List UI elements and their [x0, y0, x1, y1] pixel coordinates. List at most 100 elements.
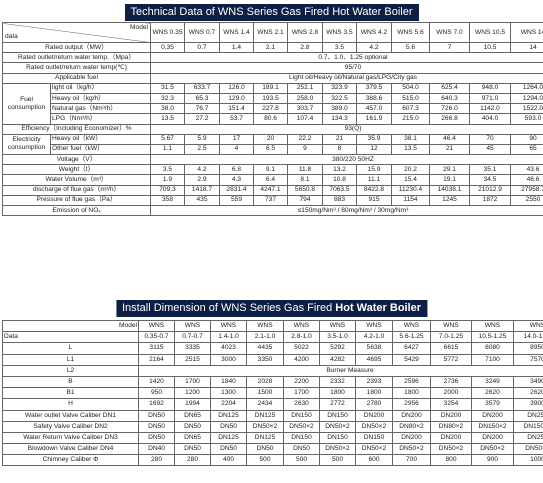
value-cell: 559 [219, 194, 254, 207]
model-header: WNS [430, 319, 472, 333]
value-cell: 32.3 [150, 92, 185, 105]
value-cell: 227.8 [253, 103, 288, 115]
data-row: L1 2164 2515 3000 3350 4200 4282 4695 5429 5772 71… [2, 353, 543, 366]
value-cell: 607.3 [391, 103, 430, 115]
row-label: Heavy oil（kg/h） [50, 92, 151, 105]
value-cell: 8080 [471, 342, 514, 355]
value-cell: 1692 [138, 398, 175, 411]
data-row: Rated outlet/return water temp.（Mpa） 0.7、… [2, 52, 543, 64]
value-cell: 3350 [246, 353, 284, 366]
range-header: 1.4-1.0 [210, 331, 247, 344]
value-cell: 794 [287, 194, 323, 207]
range-header: 2.1-1.0 [246, 331, 284, 344]
row-label: B1 [2, 387, 139, 400]
value-cell: 633.7 [184, 82, 220, 94]
value-cell: 322.5 [322, 92, 357, 105]
value-cell: 2780 [355, 398, 393, 411]
value-cell: 21 [322, 133, 357, 145]
row-label: light oil（kg/h） [50, 82, 151, 94]
value-cell: 625.4 [429, 82, 470, 94]
range-header: 7.0-1.25 [430, 331, 472, 344]
model-header: WNS [283, 319, 320, 333]
value-cell: 2393 [355, 375, 393, 389]
value-cell: 6.5 [253, 143, 288, 156]
row-label: L [2, 342, 139, 355]
value-cell: 3.5 [322, 41, 357, 54]
value-cell: 134.3 [322, 113, 357, 125]
row-label: Pressure of flue gas（Pa） [2, 194, 151, 207]
model-header: WNS 2.1 [253, 22, 288, 43]
value-cell: 1264.0 [510, 82, 543, 94]
group-label: Fuel consumption [2, 82, 51, 125]
value-cell: 14038.1 [429, 184, 470, 196]
value-cell: 4695 [355, 353, 393, 366]
value-cell: 4023 [210, 342, 247, 355]
corner-model: Model [130, 24, 148, 31]
value-cell: 6.8 [219, 164, 254, 176]
value-cell: 1.9 [150, 174, 185, 186]
merged-cell: ≤150mg/Nm³ / 80mg/Nm³ / 30mg/Nm³ [150, 204, 543, 217]
value-cell: 2000 [430, 387, 472, 400]
value-cell: DN50×2 [283, 420, 320, 433]
value-cell: 13.5 [150, 113, 185, 125]
model-header: WNS 3.5 [322, 22, 357, 43]
data-row: LPG（Nm³/h） 13.5 27.2 53.7 80.6 107.4 134.3 161.… [3, 113, 543, 125]
value-cell: 0.7 [184, 41, 220, 54]
row-label: Safety Valve Caliber DN2 [2, 420, 139, 433]
value-cell: 2620 [513, 387, 543, 400]
value-cell: 948.0 [469, 82, 511, 94]
data-row: Water Return Valve Caliber DN3 DN50 DN65 DN… [2, 431, 543, 445]
value-cell: 53.7 [219, 113, 254, 125]
value-cell: 129.0 [219, 92, 254, 105]
value-cell: 3115 [138, 342, 175, 355]
value-cell: 9.1 [253, 164, 288, 176]
data-row: Emission of NOₓ ≤150mg/Nm³ / 80mg/Nm³ / 3… [2, 204, 543, 217]
value-cell: 252.1 [287, 82, 323, 94]
title-text: Install Dimension of WNS Series Gas Fire… [121, 302, 336, 314]
data-row: Blowdown Valve Caliber DN4 DN40 DN50 DN50 DN… [2, 443, 543, 456]
value-cell: 1522.0 [510, 103, 543, 115]
value-cell: 2.9 [184, 174, 220, 186]
value-cell: 1.4 [219, 41, 254, 54]
value-cell: 2620 [471, 387, 514, 400]
value-cell: 1200 [174, 387, 211, 400]
value-cell: DN50 [138, 431, 175, 445]
value-cell: 21 [429, 143, 470, 156]
value-cell: DN200 [392, 431, 431, 445]
row-label: Chimney Caliber Φ [2, 454, 139, 467]
row-label: LPG（Nm³/h） [50, 113, 151, 125]
model-header: WNS 0.7 [184, 22, 220, 43]
value-cell: 4247.1 [253, 184, 288, 196]
value-cell: 8950 [513, 342, 543, 355]
value-cell: 13.2 [322, 164, 357, 176]
value-cell: 27.2 [184, 113, 220, 125]
header-row: ModelWNSWNSWNSWNSWNSWNSWNSWNSWNSWNSWNS [2, 319, 543, 333]
value-cell: 107.4 [287, 113, 323, 125]
range-header: 2.8-1.0 [283, 331, 320, 344]
value-cell: 10.5 [469, 41, 511, 54]
value-cell: 1800 [319, 387, 356, 400]
value-cell: DN50×2 [355, 420, 393, 433]
value-cell: DN200 [430, 409, 472, 422]
data-row: L2 Burner Measure [2, 364, 543, 377]
value-cell: DN50 [138, 409, 175, 422]
value-cell: 1245 [429, 194, 470, 207]
model-header: WNS 2.8 [287, 22, 323, 43]
data-row: L 3115 3335 4023 4435 5022 5292 5638 6427 6615 808… [2, 342, 543, 355]
data-row: Water Volume（m³） 1.9 2.9 4.3 6.4 8.1 10.8 11.1 1… [2, 174, 543, 186]
value-cell: 11230.4 [391, 184, 430, 196]
row-label: Water Volume（m³） [2, 174, 151, 186]
model-header: WNS 14 [510, 22, 543, 43]
value-cell: 13.5 [391, 143, 430, 156]
value-cell: 65 [510, 143, 543, 156]
value-cell: 5650.8 [287, 184, 323, 196]
value-cell: 45 [469, 143, 511, 156]
value-cell: 8422.8 [356, 184, 392, 196]
technical-data-table: Model data WNS 0.35 WNS 0.7 WNS 1.4 WNS 2.1 WN… [2, 22, 543, 217]
value-cell: 435 [184, 194, 220, 207]
value-cell: 280 [174, 454, 211, 467]
data-row: Electricity consumption Heavy oil（kW） 5.67… [2, 133, 543, 156]
model-header: WNS [319, 319, 356, 333]
install-dimension-table: ModelWNSWNSWNSWNSWNSWNSWNSWNSWNSWNSWNSDa… [2, 319, 543, 467]
